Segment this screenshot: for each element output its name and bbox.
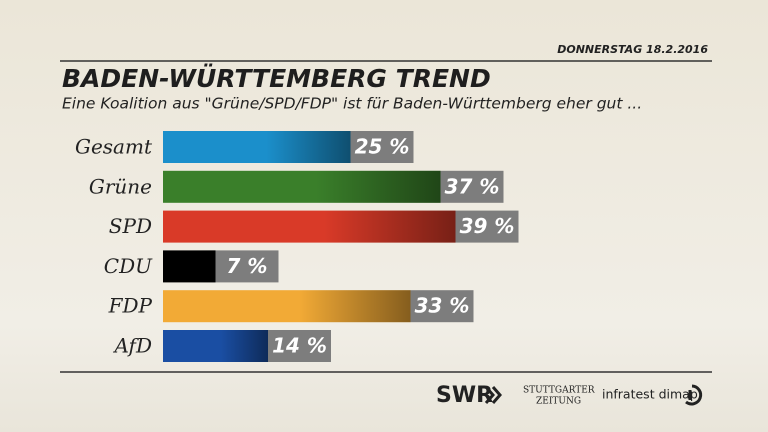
bar-shade xyxy=(163,250,216,283)
value-label: 14 % xyxy=(272,334,327,358)
chart-title: BADEN-WÜRTTEMBERG TREND xyxy=(62,63,491,93)
category-label: FDP xyxy=(108,294,153,318)
value-label: 39 % xyxy=(460,214,515,238)
bar-shade xyxy=(163,210,456,243)
category-label: AfD xyxy=(112,334,152,358)
logo-swr: SWR xyxy=(436,383,493,408)
logo-infratest: infratest dimap xyxy=(602,387,698,402)
bar-shade xyxy=(163,330,268,362)
logo-stz: ZEITUNG xyxy=(536,397,581,407)
bar-shade xyxy=(163,170,441,203)
subtitle: Eine Koalition aus "Grüne/SPD/FDP" ist f… xyxy=(62,95,642,113)
category-label: CDU xyxy=(104,254,153,278)
value-label-box xyxy=(268,330,331,362)
value-label: 7 % xyxy=(227,254,268,278)
category-label: SPD xyxy=(109,214,152,238)
category-label: Gesamt xyxy=(75,135,153,159)
value-label: 33 % xyxy=(415,294,470,318)
date: DONNERSTAG 18.2.2016 xyxy=(557,43,708,56)
value-label-box xyxy=(455,210,519,243)
value-label-box xyxy=(440,170,504,203)
value-label: 25 % xyxy=(355,135,410,159)
logo-stz: STUTTGARTER xyxy=(523,386,595,396)
bar-shade xyxy=(163,131,351,163)
logo-arrows xyxy=(484,386,502,404)
category-label: Grüne xyxy=(89,174,152,198)
logo-icon xyxy=(685,384,703,406)
bar-shade xyxy=(163,290,411,323)
value-label-box xyxy=(215,250,279,283)
value-label-box xyxy=(350,131,414,163)
value-label: 37 % xyxy=(445,174,500,198)
value-label-box xyxy=(410,290,474,323)
